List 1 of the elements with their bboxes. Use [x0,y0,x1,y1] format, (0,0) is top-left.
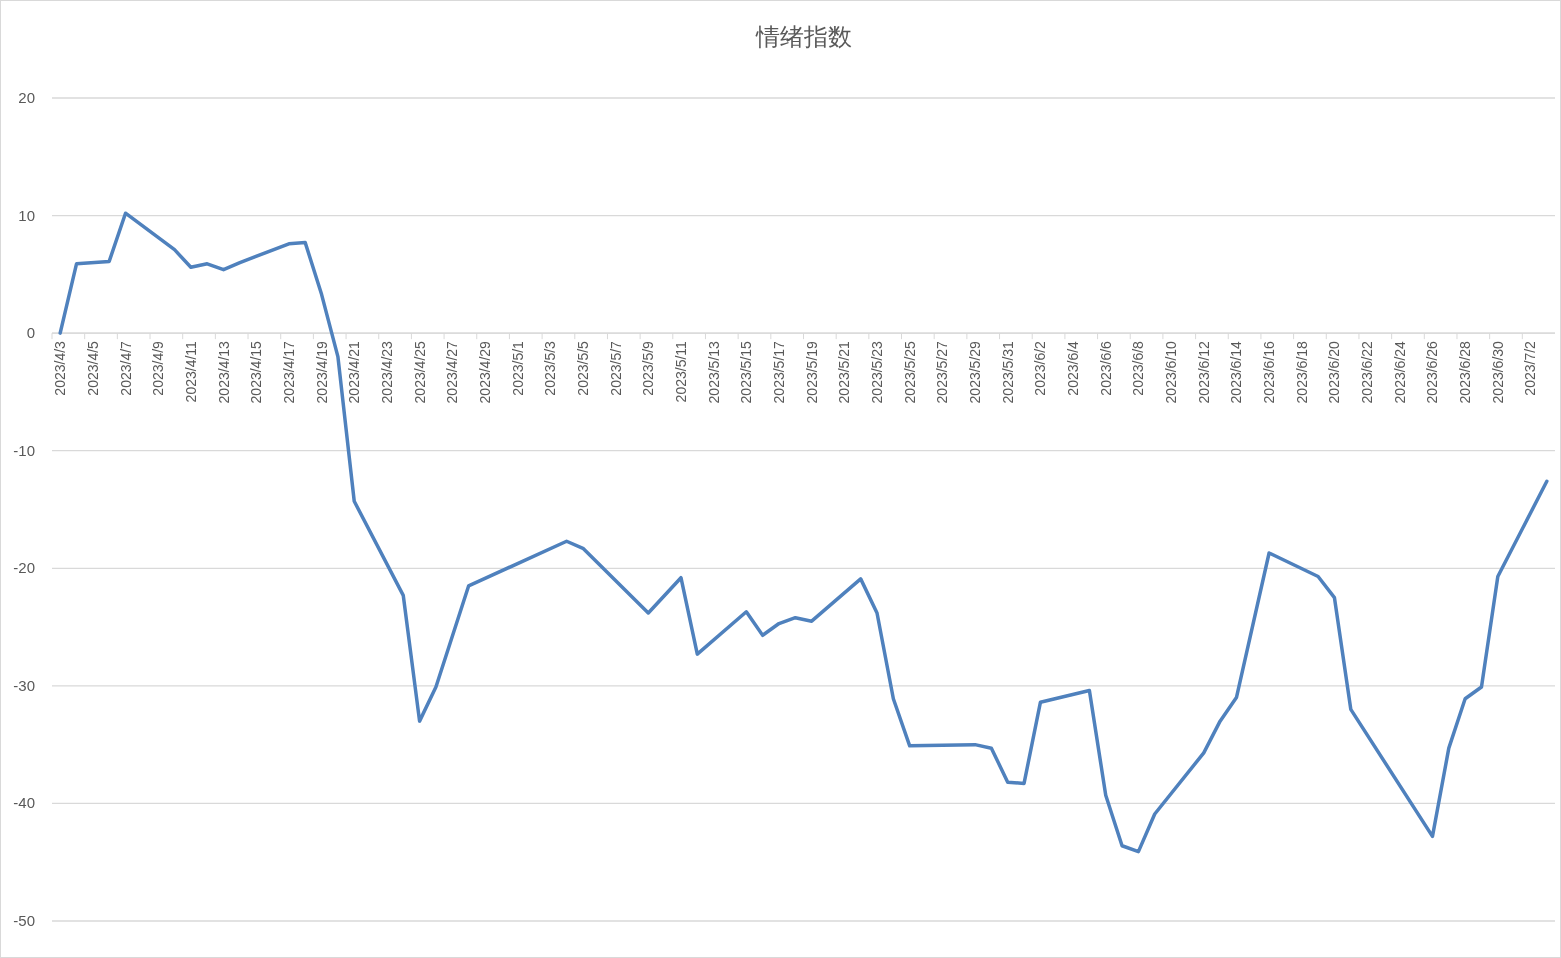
title: 情绪指数 [755,23,852,50]
